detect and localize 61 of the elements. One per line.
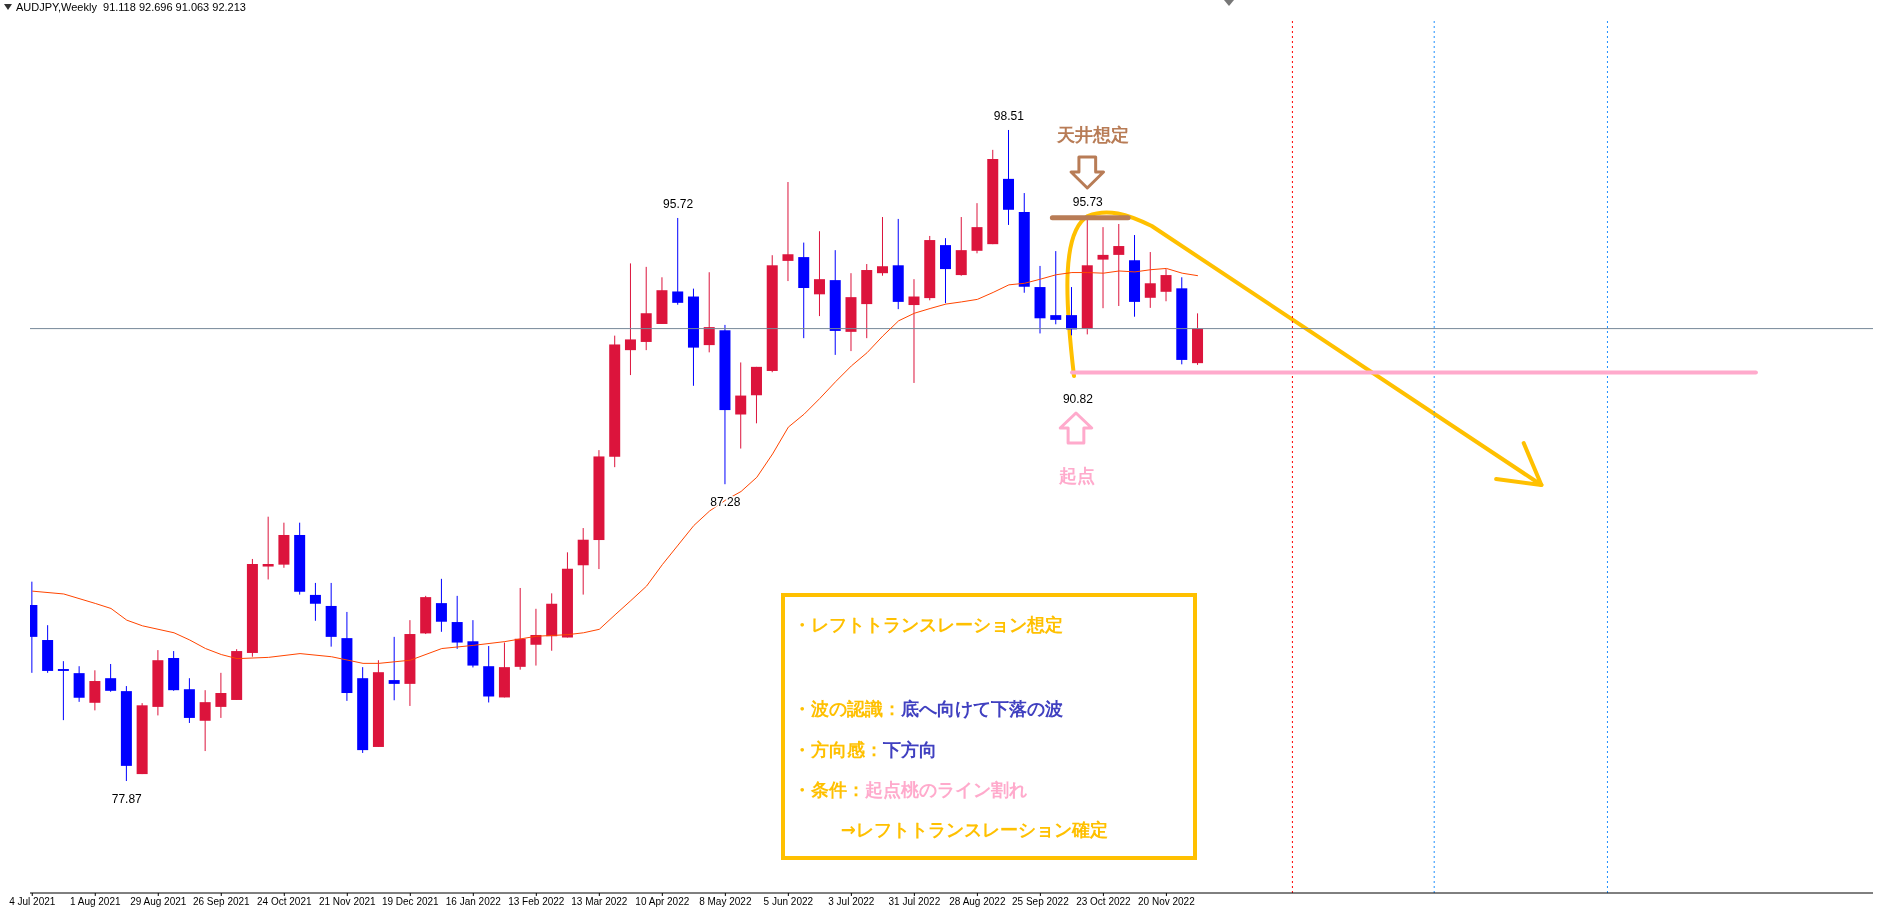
annotation: 起点桃のライン割れ (864, 779, 1027, 800)
candlestick (940, 237, 951, 304)
x-tick-label: 20 Nov 2022 (1138, 896, 1196, 908)
x-tick-label: 10 Apr 2022 (635, 896, 690, 908)
x-tick-label: 26 Sep 2021 (192, 896, 251, 908)
x-tick-label: 29 Aug 2021 (130, 896, 187, 908)
chart-title: AUDJPY,Weekly 91.118 92.696 91.063 92.213 (16, 1, 246, 13)
candlestick (1113, 223, 1125, 307)
candlestick (624, 262, 636, 376)
ref-line-label: 95.73 (1072, 194, 1104, 209)
candlestick (1097, 226, 1109, 309)
x-tick-label: 13 Feb 2022 (508, 896, 565, 908)
x-tick-label: 1 Aug 2021 (69, 896, 121, 908)
candlestick (813, 230, 825, 317)
annotation: ・レフトトランスレーション想定 (792, 614, 1063, 635)
candlestick (215, 672, 227, 719)
candlestick (1066, 286, 1078, 336)
candlestick (735, 361, 747, 450)
candlestick (672, 217, 684, 306)
x-tick-label: 16 Jan 2022 (445, 896, 502, 908)
candlestick (57, 660, 69, 721)
x-tick-label: 13 Mar 2022 (571, 896, 628, 908)
candlestick (105, 663, 117, 693)
annotation: 天井想定 (1055, 125, 1129, 145)
annotation: ・条件： (792, 779, 865, 800)
x-tick-label: 25 Sep 2022 (1012, 896, 1070, 908)
candlestick (262, 516, 274, 580)
candlestick (908, 278, 920, 384)
annotation: 98.51 (993, 108, 1025, 123)
candlestick (971, 202, 983, 254)
annotation: ・波の認識： (792, 698, 901, 719)
candlestick (1050, 250, 1062, 325)
candlestick (199, 689, 211, 752)
x-tick-label: 31 Jul 2022 (888, 896, 941, 908)
candlestick (89, 669, 101, 711)
x-tick-label: 24 Oct 2021 (257, 896, 312, 908)
annotation: 起点 (1057, 466, 1095, 486)
x-tick-label: 19 Dec 2021 (381, 896, 440, 908)
x-tick-label: 28 Aug 2022 (949, 896, 1006, 908)
candlestick (703, 271, 715, 353)
candlestick (451, 595, 463, 650)
text: →レフトトランスレーション確定 (840, 819, 1108, 840)
annotation: 77.87 (111, 792, 143, 807)
annotation: 95.72 (663, 196, 694, 211)
candlestick (309, 582, 321, 622)
x-tick-label: 4 Jul 2021 (9, 896, 56, 908)
annotation: 底へ向けて下落の波 (900, 698, 1063, 719)
x-tick-label: 21 Nov 2021 (318, 896, 377, 908)
annotation: 下方向 (882, 739, 937, 760)
x-tick-label: 5 Jun 2022 (763, 896, 814, 908)
x-tick-label: 3 Jul 2022 (828, 896, 875, 908)
x-tick-label: 23 Oct 2022 (1076, 896, 1132, 908)
candlestick (388, 636, 400, 701)
ref-line-label: 90.82 (1062, 391, 1094, 406)
x-tick-label: 8 May 2022 (699, 896, 752, 908)
candlestick (435, 578, 447, 633)
annotation: ・方向感： (792, 739, 883, 760)
candlestick (782, 181, 794, 282)
candlestick (1160, 268, 1172, 302)
candlestick (1144, 251, 1156, 309)
candlestick (876, 216, 888, 277)
